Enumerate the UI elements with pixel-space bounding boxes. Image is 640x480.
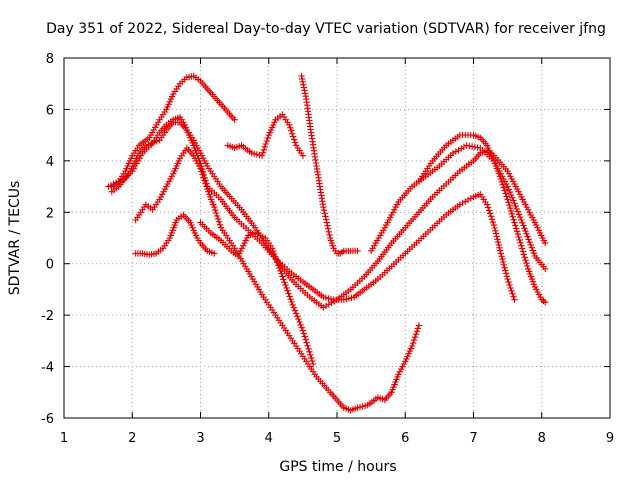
data-point-markers: [108, 113, 549, 311]
x-tick-label: 3: [196, 431, 204, 446]
y-tick-label: -2: [41, 309, 54, 324]
data-point-markers: [105, 72, 238, 190]
y-tick-label: 0: [46, 258, 54, 273]
x-tick-label: 8: [538, 431, 546, 446]
series-arc-10: [415, 131, 549, 306]
chart-title: Day 351 of 2022, Sidereal Day-to-day VTE…: [46, 21, 606, 37]
series-arc-4: [132, 144, 423, 414]
x-tick-label: 6: [401, 431, 409, 446]
data-markers: [105, 72, 549, 414]
series-arc-5: [132, 211, 218, 258]
x-tick-label: 4: [265, 431, 273, 446]
x-axis-label: GPS time / hours: [279, 459, 396, 475]
series-arc-8: [298, 72, 361, 257]
x-tick-label: 5: [333, 431, 341, 446]
y-tick-label: 8: [46, 52, 54, 67]
y-tick-label: 2: [46, 206, 54, 221]
y-tick-label: -6: [41, 412, 54, 427]
data-point-markers: [224, 111, 307, 159]
data-point-markers: [298, 72, 361, 257]
grid-lines: [64, 58, 610, 418]
series-arc-7: [197, 219, 317, 368]
data-point-markers: [132, 144, 423, 414]
y-tick-label: -4: [41, 361, 54, 376]
y-axis-label: SDTVAR / TECUs: [7, 181, 23, 296]
x-tick-label: 7: [469, 431, 477, 446]
axis-ticks: 1 2 3 4 5 6 7 8 9 -6 -4 -2 0 2 4 6 8: [41, 52, 614, 446]
data-point-markers: [367, 142, 549, 273]
data-point-markers: [197, 219, 317, 368]
series-arc-3: [108, 113, 549, 311]
series-arc-1: [105, 72, 238, 190]
series-arc-6: [224, 111, 307, 159]
x-tick-label: 2: [128, 431, 136, 446]
data-point-markers: [415, 131, 549, 306]
series-arc-9: [367, 142, 549, 273]
data-point-markers: [132, 211, 218, 258]
y-tick-label: 4: [46, 155, 54, 170]
x-tick-label: 1: [60, 431, 68, 446]
x-tick-label: 9: [606, 431, 614, 446]
y-tick-label: 6: [46, 103, 54, 118]
